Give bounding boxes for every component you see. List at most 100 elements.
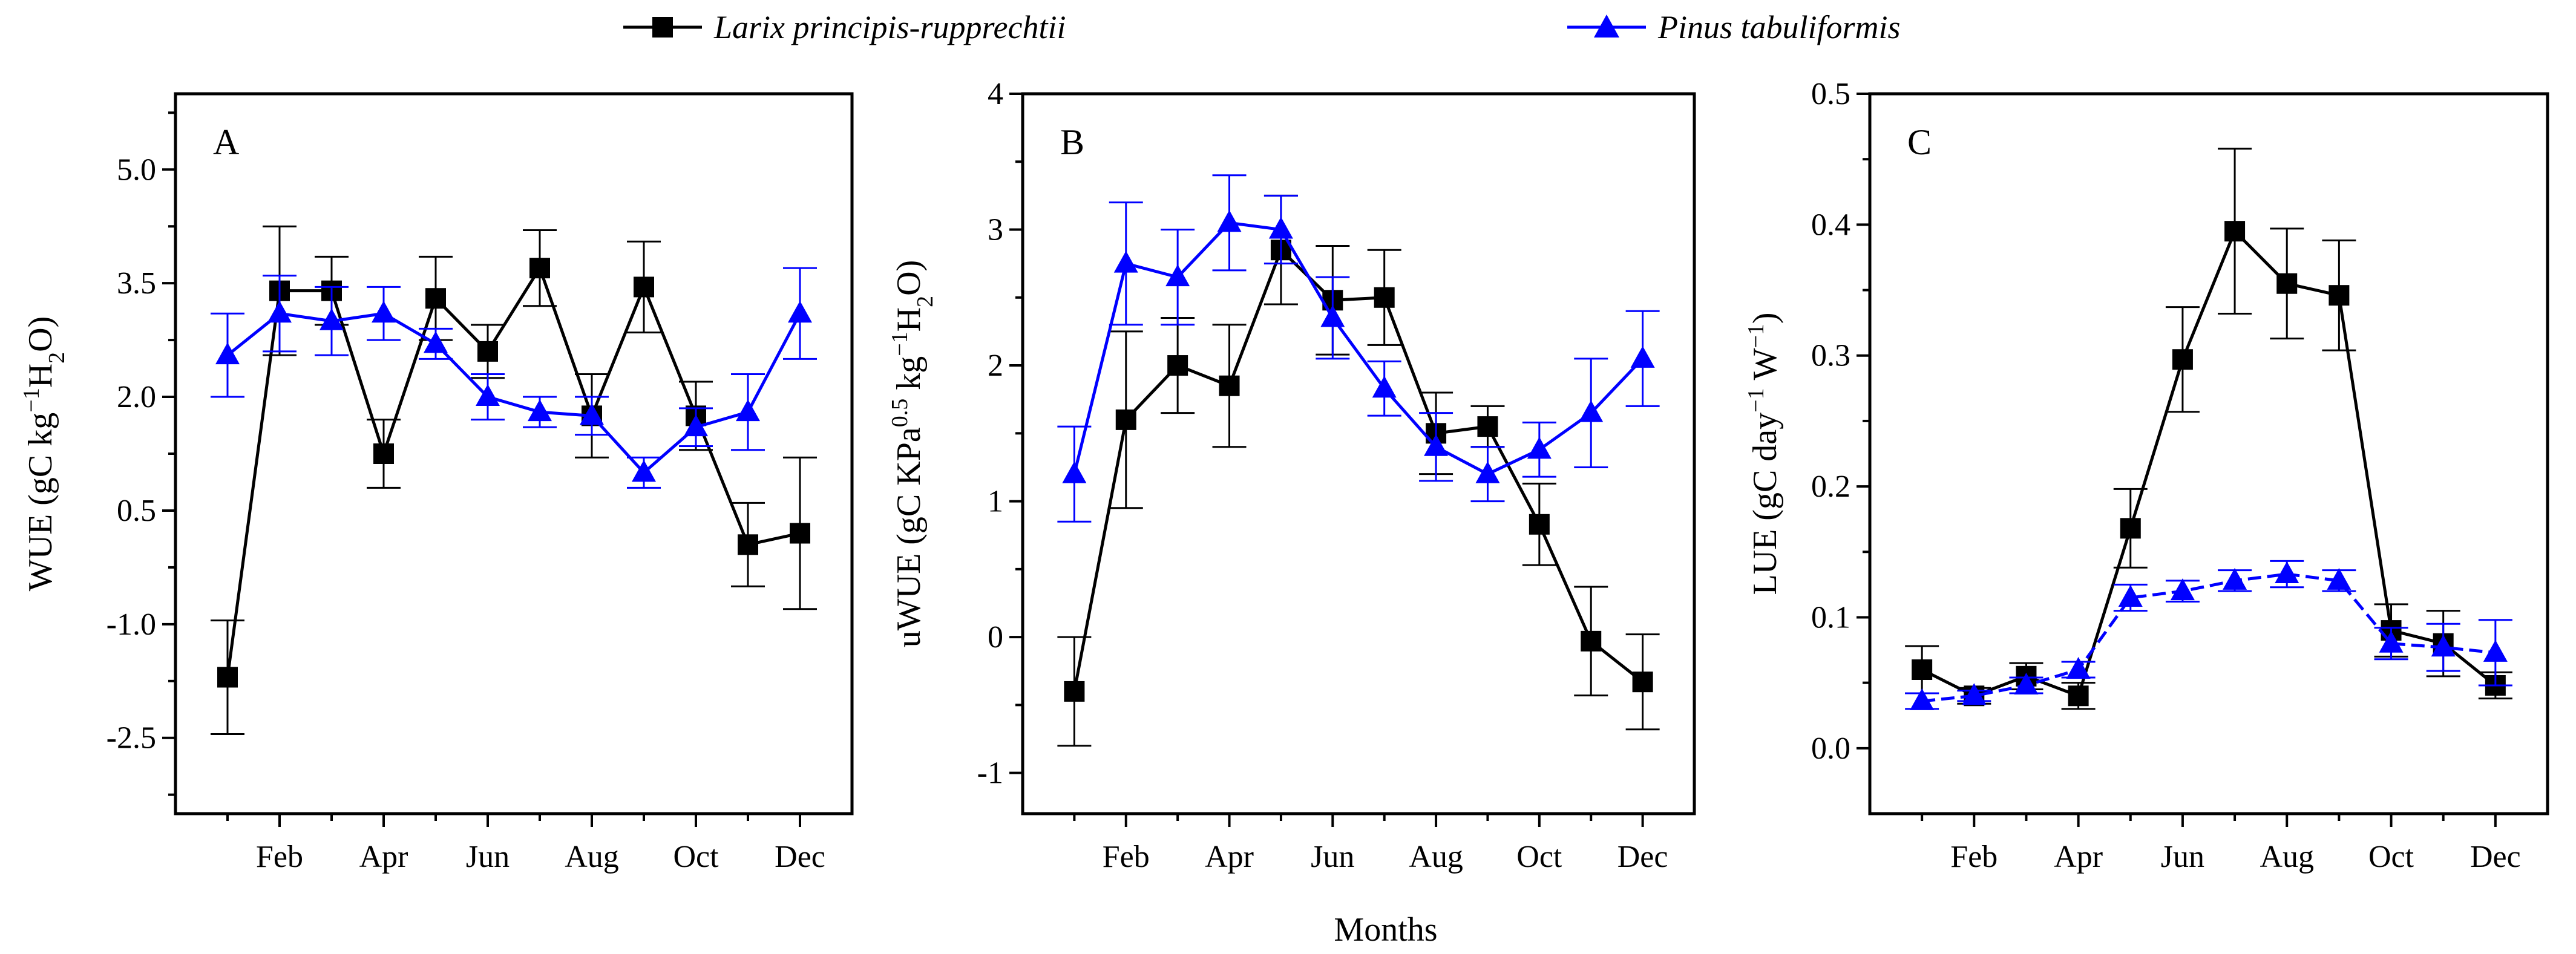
plot-frame-c: [1868, 92, 2549, 815]
data-point-pinus-a: [788, 301, 812, 323]
data-point-pinus-a: [528, 399, 552, 422]
data-point-pinus-c: [2066, 657, 2091, 679]
data-point-larix-b: [1529, 514, 1550, 535]
legend: Larix principis-rupprechtii Pinus tabuli…: [623, 9, 1901, 45]
data-point-pinus-a: [736, 399, 760, 422]
x-tick-label-a: Apr: [359, 840, 408, 874]
x-tick-label-b: Apr: [1205, 840, 1254, 874]
data-point-pinus-c: [2431, 635, 2456, 657]
data-point-larix-c: [2172, 349, 2193, 370]
data-point-pinus-c: [2118, 585, 2143, 607]
y-tick-label-a: 0.5: [117, 494, 156, 528]
series-line-pinus-c: [1921, 572, 2496, 703]
data-point-larix-c: [2329, 285, 2350, 306]
data-point-larix-b: [1632, 671, 1653, 693]
data-point-larix-c: [2120, 518, 2141, 539]
panel-letter-c: C: [1907, 122, 1932, 162]
data-point-pinus-a: [580, 403, 604, 425]
data-point-pinus-b: [1527, 437, 1552, 459]
data-point-pinus-a: [684, 414, 708, 437]
data-point-pinus-a: [267, 301, 292, 323]
data-point-larix-a: [373, 443, 394, 464]
data-point-pinus-b: [1372, 376, 1397, 398]
y-axis-label-c: LUE (gC day−1 W−1): [1743, 312, 1784, 595]
y-tick-label-b: 4: [988, 77, 1003, 111]
y-tick-label-a: 5.0: [117, 152, 156, 187]
legend-entry-larix: Larix principis-rupprechtii: [623, 9, 1066, 45]
data-point-larix-a: [790, 523, 810, 544]
x-tick-label-a: Jun: [466, 840, 510, 874]
legend-label-larix: Larix principis-rupprechtii: [713, 9, 1066, 45]
data-point-pinus-c: [1910, 688, 1935, 710]
legend-entry-pinus: Pinus tabuliformis: [1567, 9, 1901, 45]
plot-frame-b: [1021, 92, 1696, 815]
y-tick-label-c: 0.1: [1811, 600, 1850, 635]
x-tick-label-c: Jun: [2161, 840, 2204, 874]
data-point-larix-b: [1167, 355, 1188, 376]
series-line-larix-c: [1921, 228, 2497, 698]
series-line-larix-b: [1072, 247, 1644, 692]
data-point-pinus-b: [1475, 461, 1500, 483]
data-point-larix-b: [1219, 375, 1240, 396]
panel-letter-a: A: [213, 122, 239, 162]
data-point-larix-c: [2068, 685, 2089, 707]
data-point-pinus-b: [1217, 210, 1242, 232]
x-tick-label-c: Aug: [2260, 840, 2314, 874]
data-point-larix-b: [1477, 416, 1498, 437]
x-tick-label-a: Oct: [673, 840, 719, 874]
y-axis-label-a: WUE (gC kg−1H2O): [19, 316, 70, 592]
data-point-pinus-c: [2223, 567, 2247, 590]
plot-frame-a: [174, 92, 854, 815]
data-point-pinus-c: [2170, 578, 2195, 601]
y-tick-label-a: 2.0: [117, 380, 156, 414]
y-tick-label-a: 3.5: [117, 266, 156, 301]
data-point-larix-b: [1581, 630, 1602, 652]
data-point-larix-a: [529, 258, 550, 279]
y-tick-label-c: 0.4: [1811, 207, 1850, 242]
data-point-pinus-a: [632, 460, 656, 482]
x-tick-label-a: Aug: [565, 840, 619, 874]
data-point-pinus-a: [215, 342, 240, 365]
x-tick-label-b: Dec: [1617, 840, 1668, 874]
data-point-larix-a: [425, 288, 446, 309]
data-point-pinus-c: [2327, 567, 2352, 590]
panel-a: -2.5 -1.0 0.5 2.0 3.5 5.0 Feb Apr Jun Aug Oct Dec A W…: [19, 92, 854, 874]
data-point-pinus-c: [2014, 672, 2039, 694]
data-point-larix-a: [217, 667, 238, 688]
series-line-pinus-a: [226, 312, 802, 475]
y-axis-label-b: uWUE (gC KPa0.5 kg−1H2O): [887, 260, 938, 647]
data-point-larix-a: [634, 276, 654, 298]
x-tick-label-c: Oct: [2368, 840, 2414, 874]
x-tick-label-c: Feb: [1950, 840, 1998, 874]
data-point-larix-b: [1374, 287, 1395, 308]
series-line-larix-a: [226, 264, 801, 678]
data-point-pinus-c: [2379, 630, 2404, 653]
data-point-pinus-b: [1165, 264, 1190, 287]
data-point-pinus-a: [424, 331, 448, 353]
data-point-pinus-c: [2275, 561, 2299, 584]
data-point-pinus-b: [1062, 461, 1087, 483]
y-tick-label-c: 0.0: [1811, 731, 1850, 766]
data-point-larix-c: [1912, 659, 1933, 680]
y-tick-label-c: 0.3: [1811, 339, 1850, 373]
data-point-pinus-b: [1424, 434, 1449, 456]
data-point-pinus-a: [320, 308, 344, 330]
data-point-larix-a: [477, 341, 498, 362]
data-point-larix-c: [2276, 273, 2298, 294]
y-tick-label-b: 2: [988, 348, 1003, 383]
data-point-larix-a: [738, 534, 758, 555]
x-tick-label-b: Jun: [1311, 840, 1354, 874]
y-tick-label-a: -2.5: [107, 721, 156, 756]
x-tick-label-a: Feb: [256, 840, 303, 874]
data-point-larix-b: [1064, 681, 1085, 702]
x-tick-label-c: Apr: [2054, 840, 2103, 874]
x-tick-label-a: Dec: [775, 840, 825, 874]
data-point-pinus-c: [1962, 683, 1987, 705]
panel-c: 0.0 0.1 0.2 0.3 0.4 0.5 Feb Apr Jun Aug Oct Dec C LUE…: [1743, 77, 2549, 874]
series-line-pinus-b: [1072, 221, 1644, 476]
y-tick-label-b: 1: [988, 485, 1003, 519]
data-point-pinus-a: [476, 384, 500, 407]
data-point-pinus-b: [1579, 400, 1604, 422]
data-point-pinus-a: [372, 301, 396, 323]
